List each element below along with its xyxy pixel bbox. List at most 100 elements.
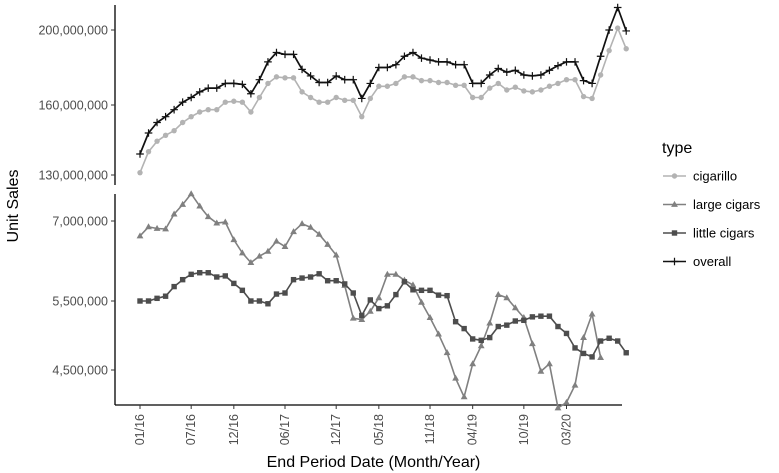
data-point (281, 243, 289, 249)
x-tick-label: 12/17 (329, 414, 343, 445)
data-point (443, 58, 451, 66)
data-point (529, 314, 536, 320)
data-point (179, 276, 186, 283)
data-point (221, 218, 229, 225)
data-point (289, 50, 298, 59)
data-point (427, 287, 433, 294)
data-point (589, 95, 595, 102)
data-point (487, 334, 493, 341)
data-point (247, 89, 255, 98)
legend-item-little-cigars: little cigars (663, 226, 755, 241)
y-tick-label: 7,000,000 (52, 215, 108, 229)
data-point (212, 84, 221, 92)
data-point (137, 169, 143, 176)
data-point (299, 89, 305, 95)
data-point (145, 223, 152, 230)
x-tick-label: 11/18 (423, 414, 437, 444)
data-point (375, 294, 383, 301)
data-point (671, 200, 678, 207)
data-point (197, 270, 203, 276)
data-point (222, 99, 228, 105)
data-point (444, 79, 450, 86)
data-point (486, 319, 494, 326)
data-point (230, 79, 238, 88)
data-point (554, 404, 562, 411)
data-point (306, 72, 315, 80)
data-point (443, 349, 451, 356)
data-point (520, 71, 528, 79)
data-point (511, 304, 519, 311)
data-point (401, 279, 408, 285)
legend-item-cigarillo: cigarillo (663, 169, 737, 184)
data-point (282, 75, 288, 81)
data-point (503, 294, 511, 301)
data-point (392, 60, 400, 69)
data-point (571, 58, 579, 66)
legend-label: overall (693, 254, 731, 269)
data-point (418, 287, 425, 294)
data-point (417, 54, 426, 62)
data-point (623, 350, 629, 356)
data-point (222, 273, 228, 279)
data-point (238, 80, 247, 89)
legend-label: large cigars (693, 197, 761, 212)
data-point (188, 271, 194, 278)
data-point (375, 63, 383, 72)
data-point (137, 298, 143, 304)
data-point (136, 232, 144, 239)
data-point (214, 106, 220, 113)
data-point (435, 330, 442, 337)
data-point (572, 345, 578, 351)
data-point (426, 56, 434, 64)
data-point (342, 281, 348, 287)
x-tick-label: 12/16 (227, 414, 241, 445)
data-point (588, 79, 596, 88)
data-point (478, 337, 484, 344)
data-point (563, 76, 570, 83)
data-point (563, 330, 570, 337)
data-point (205, 106, 211, 113)
data-point (478, 94, 484, 101)
data-point (238, 249, 246, 256)
data-point (400, 52, 409, 61)
data-point (376, 305, 382, 312)
data-point (239, 99, 246, 105)
data-point (485, 71, 494, 79)
x-axis-title: End Period Date (Month/Year) (267, 454, 481, 471)
data-point (545, 66, 554, 75)
data-point (597, 338, 604, 344)
data-point (460, 60, 468, 69)
data-point (187, 190, 195, 197)
data-point (231, 280, 237, 287)
data-point (537, 71, 545, 79)
data-point (349, 314, 357, 321)
data-point (622, 27, 631, 35)
x-tick-label: 07/16 (184, 414, 198, 445)
data-point (538, 313, 544, 319)
data-point (597, 353, 605, 360)
data-point (512, 84, 519, 90)
data-point (170, 210, 178, 217)
data-point (623, 46, 629, 52)
data-point (596, 52, 605, 61)
data-point (256, 94, 263, 101)
data-point (298, 220, 306, 227)
data-point (256, 252, 263, 259)
data-point (512, 318, 519, 324)
data-point (606, 47, 612, 54)
data-point (502, 68, 511, 76)
data-point (290, 228, 297, 235)
data-point (461, 325, 467, 332)
data-point (179, 119, 186, 126)
data-point (342, 97, 348, 104)
data-point (589, 354, 595, 360)
data-point (161, 112, 170, 121)
data-point (451, 60, 460, 69)
data-point (554, 61, 562, 70)
data-point (563, 398, 570, 405)
data-point (136, 150, 144, 158)
data-point (196, 202, 204, 209)
data-point (477, 342, 485, 349)
x-tick-label: 06/17 (278, 414, 292, 445)
